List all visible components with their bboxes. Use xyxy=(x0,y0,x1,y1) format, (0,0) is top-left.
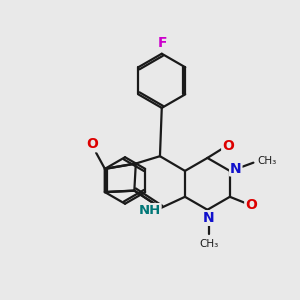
Text: CH₃: CH₃ xyxy=(199,238,218,249)
Text: O: O xyxy=(222,139,234,153)
Text: NH: NH xyxy=(139,204,161,217)
Text: F: F xyxy=(158,35,167,50)
Text: N: N xyxy=(203,211,215,225)
Text: O: O xyxy=(245,198,257,212)
Text: CH₃: CH₃ xyxy=(257,156,276,166)
Text: O: O xyxy=(87,137,98,152)
Text: N: N xyxy=(230,161,242,176)
